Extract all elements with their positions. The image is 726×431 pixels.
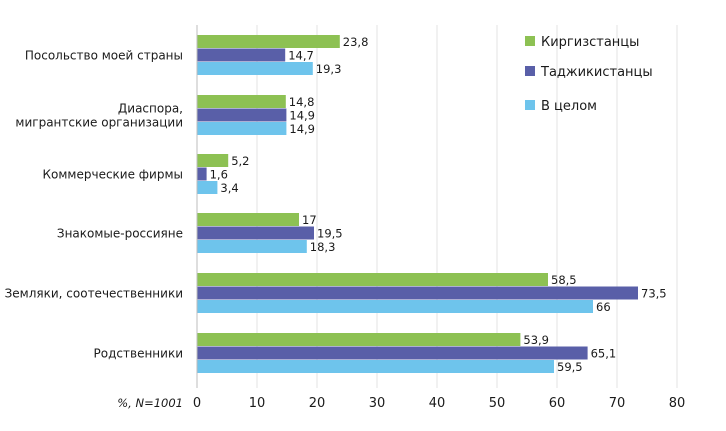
x-tick-label-3: 30	[369, 396, 386, 411]
value-label-0-0: 23,8	[343, 35, 369, 49]
category-label-1-0: Диаспора,	[118, 101, 183, 115]
value-label-3-1: 19,5	[317, 226, 343, 240]
legend-label-0: Киргизстанцы	[541, 35, 639, 50]
value-label-5-0: 53,9	[523, 333, 549, 347]
x-tick-label-2: 20	[309, 396, 326, 411]
category-label-1-1: мигрантские организации	[15, 115, 183, 129]
legend-swatch-1	[525, 66, 535, 76]
value-label-2-1: 1,6	[210, 167, 228, 181]
category-label-0: Посольство моей страны	[25, 48, 183, 62]
bar-0-1	[197, 48, 286, 62]
value-label-0-2: 19,3	[316, 62, 342, 76]
bar-2-2	[197, 181, 218, 194]
bar-2-0	[197, 154, 229, 167]
value-label-4-0: 58,5	[551, 273, 577, 287]
bar-0-0	[197, 35, 340, 48]
x-tick-label-8: 80	[669, 396, 686, 411]
x-tick-label-5: 50	[489, 396, 506, 411]
bar-1-0	[197, 95, 286, 108]
value-label-1-0: 14,8	[289, 95, 315, 109]
value-label-4-1: 73,5	[641, 286, 667, 300]
category-label-3: Знакомые-россияне	[57, 226, 183, 240]
value-label-3-0: 17	[302, 213, 317, 227]
bar-5-1	[197, 346, 588, 360]
legend-swatch-0	[525, 36, 535, 46]
x-tick-label-4: 40	[429, 396, 446, 411]
x-tick-label-0: 0	[193, 396, 201, 411]
x-axis-label: %, N=1001	[117, 396, 183, 410]
bar-4-1	[197, 286, 638, 300]
bar-5-2	[197, 360, 554, 373]
bar-1-2	[197, 122, 287, 135]
value-label-5-1: 65,1	[591, 346, 617, 360]
bar-5-0	[197, 333, 521, 346]
value-label-2-0: 5,2	[231, 154, 249, 168]
bar-3-0	[197, 213, 299, 226]
value-label-3-2: 18,3	[310, 240, 336, 254]
bar-3-2	[197, 240, 307, 253]
x-tick-label-1: 10	[249, 396, 266, 411]
x-tick-label-7: 70	[609, 396, 626, 411]
bar-3-1	[197, 226, 314, 240]
x-tick-label-6: 60	[549, 396, 566, 411]
category-label-2: Коммерческие фирмы	[43, 167, 183, 181]
legend-swatch-2	[525, 100, 535, 110]
value-label-4-2: 66	[596, 300, 611, 314]
category-label-4: Земляки, соотечественники	[5, 286, 183, 300]
value-label-1-2: 14,9	[289, 122, 315, 136]
legend-label-2: В целом	[541, 99, 597, 114]
value-label-0-1: 14,7	[288, 48, 314, 62]
bar-2-1	[197, 167, 207, 181]
bar-1-1	[197, 108, 287, 122]
category-label-5: Родственники	[94, 346, 183, 360]
value-label-5-2: 59,5	[557, 360, 583, 374]
legend-label-1: Таджикистанцы	[540, 65, 653, 80]
value-label-1-1: 14,9	[289, 108, 315, 122]
bar-4-2	[197, 300, 593, 313]
bar-0-2	[197, 62, 313, 75]
bar-4-0	[197, 273, 548, 286]
value-label-2-2: 3,4	[220, 181, 238, 195]
